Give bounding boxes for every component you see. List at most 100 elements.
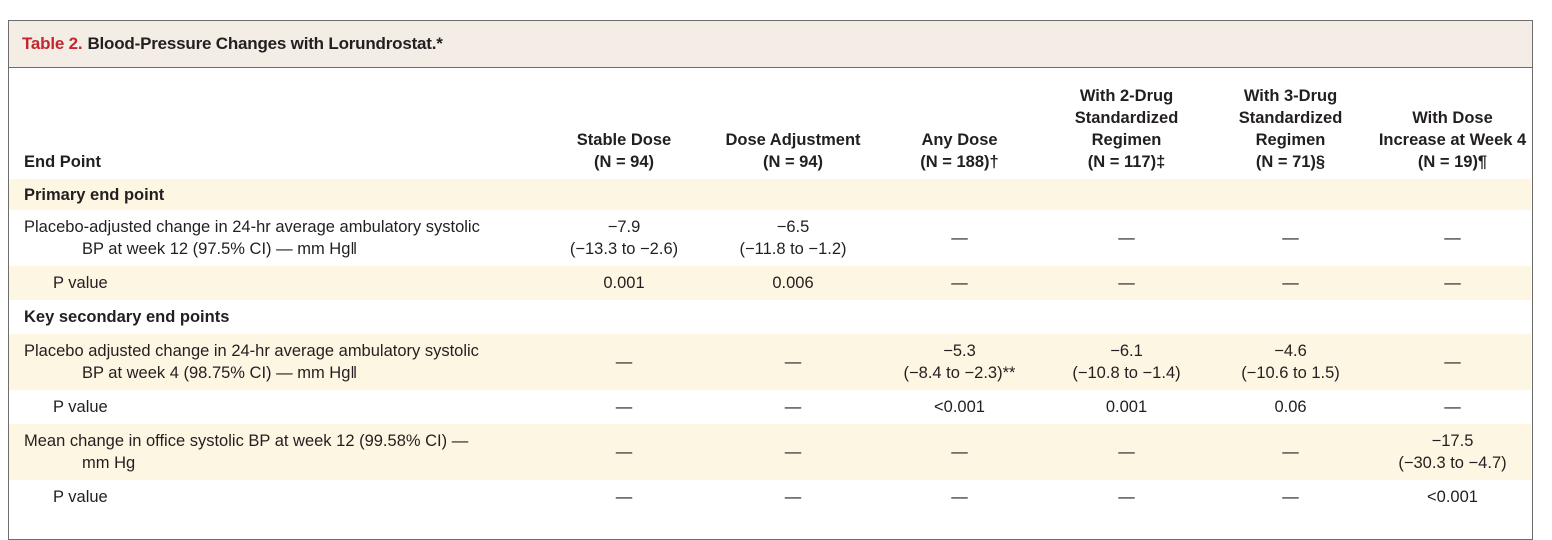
cell-line: −6.5 (776, 218, 810, 236)
cell-any-dose: — (951, 488, 968, 506)
cell-dose-increase: — (1444, 274, 1461, 292)
cell-line: — (784, 353, 802, 371)
cell-stable-dose: — (615, 488, 633, 506)
cell-any-dose: −5.3 (−8.4 to −2.3)** (882, 334, 1037, 390)
cell-line: With Dose (1412, 109, 1493, 127)
cell-line: Dose Adjustment (725, 131, 861, 149)
cell-line: (N = 188)† (920, 153, 999, 171)
table-row: P value — — — — — <0.001 (9, 480, 1531, 514)
cell-line: Regimen (1255, 131, 1326, 149)
cell-2-drug: — (1049, 210, 1204, 266)
header-row: End Point Stable Dose (N = 94) Dose Adjus… (9, 68, 1531, 179)
cell-3-drug: — (1212, 210, 1369, 266)
cell-line: Increase at Week 4 (1378, 131, 1527, 149)
cell-dose-increase: — (1371, 334, 1534, 390)
cell-2-drug: — (1049, 424, 1204, 480)
cell-any-dose: — (882, 424, 1037, 480)
cell-dose-increase: <0.001 (1427, 488, 1478, 506)
section-label: Primary end point (24, 185, 165, 204)
cell-line: −6.1 (1110, 342, 1143, 360)
col-header-2-drug: With 2-Drug Standardized Regimen (N = 117)‡ (1049, 68, 1204, 179)
cell-line: — (951, 443, 968, 461)
cell-line: — (1282, 443, 1299, 461)
cell-any-dose: <0.001 (934, 398, 985, 416)
cell-line: — (1118, 229, 1135, 247)
cell-3-drug: −4.6 (−10.6 to 1.5) (1212, 334, 1369, 390)
cell-line: (N = 19)¶ (1417, 153, 1488, 171)
col-header-end-point: End Point (9, 68, 554, 179)
table-title: Blood-Pressure Changes with Lorundrostat… (87, 34, 443, 53)
row-label-line: Placebo adjusted change in 24-hr average… (24, 342, 479, 360)
section-label: Key secondary end points (24, 308, 230, 326)
cell-line: — (951, 229, 968, 247)
cell-dose-adjustment: — (709, 334, 877, 390)
cell-line: (−10.8 to −1.4) (1072, 364, 1181, 382)
table-row: Mean change in office systolic BP at wee… (9, 424, 1531, 480)
cell-2-drug: 0.001 (1105, 398, 1148, 416)
cell-line: Stable Dose (576, 131, 672, 149)
cell-3-drug: 0.06 (1274, 398, 1307, 416)
cell-line: — (615, 443, 633, 461)
cell-dose-adjustment: 0.006 (772, 274, 814, 292)
section-row-secondary: Key secondary end points (9, 300, 1531, 334)
cell-line: End Point (24, 153, 101, 171)
row-label-continuation: BP at week 4 (98.75% CI) — mm Hg‖ (82, 364, 358, 382)
cell-line: (N = 94) (593, 153, 655, 171)
row-label-continuation: mm Hg (82, 454, 136, 472)
cell-line: — (615, 353, 633, 371)
cell-dose-increase: −17.5 (−30.3 to −4.7) (1371, 424, 1534, 480)
cell-dose-adjustment: −6.5 (−11.8 to −1.2) (709, 210, 877, 266)
col-header-any-dose: Any Dose (N = 188)† (882, 68, 1037, 179)
table-row: P value 0.001 0.006 — — — — (9, 266, 1531, 300)
section-row-primary: Primary end point (9, 179, 1531, 210)
cell-line: (−30.3 to −4.7) (1398, 454, 1507, 472)
cell-line: (N = 71)§ (1255, 153, 1326, 171)
col-header-3-drug: With 3-Drug Standardized Regimen (N = 71)§ (1212, 68, 1369, 179)
cell-dose-adjustment: — (784, 488, 802, 506)
cell-dose-adjustment: — (784, 398, 802, 416)
cell-dose-increase: — (1444, 398, 1461, 416)
cell-line: (−10.6 to 1.5) (1241, 364, 1340, 382)
table-title-bar: Table 2. Blood-Pressure Changes with Lor… (9, 21, 1532, 68)
table-row: Placebo adjusted change in 24-hr average… (9, 334, 1531, 390)
cell-line: −5.3 (943, 342, 976, 360)
cell-line: −7.9 (607, 218, 641, 236)
table-frame: Table 2. Blood-Pressure Changes with Lor… (8, 20, 1533, 540)
cell-line: Standardized (1074, 109, 1179, 127)
cell-stable-dose: — (615, 398, 633, 416)
cell-stable-dose: −7.9 (−13.3 to −2.6) (554, 210, 694, 266)
cell-line: — (1118, 443, 1135, 461)
cell-3-drug: — (1282, 488, 1299, 506)
cell-line: (−8.4 to −2.3)** (903, 364, 1016, 382)
cell-line: — (1444, 229, 1461, 247)
cell-stable-dose: — (554, 424, 694, 480)
cell-stable-dose: 0.001 (603, 274, 645, 292)
table-row: Placebo-adjusted change in 24-hr average… (9, 210, 1531, 266)
cell-line: — (784, 443, 802, 461)
row-label: Placebo adjusted change in 24-hr average… (9, 334, 554, 390)
col-header-dose-adjustment: Dose Adjustment (N = 94) (709, 68, 877, 179)
cell-line: — (1282, 229, 1299, 247)
cell-2-drug: — (1118, 488, 1135, 506)
row-label: P value (53, 274, 108, 292)
cell-2-drug: — (1118, 274, 1135, 292)
cell-line: (−13.3 to −2.6) (569, 240, 679, 258)
row-label: Placebo-adjusted change in 24-hr average… (9, 210, 554, 266)
cell-dose-adjustment: — (709, 424, 877, 480)
cell-line: −4.6 (1274, 342, 1307, 360)
row-label: Mean change in office systolic BP at wee… (9, 424, 554, 480)
cell-line: (N = 94) (762, 153, 824, 171)
cell-line: (−11.8 to −1.2) (739, 240, 847, 258)
cell-3-drug: — (1282, 274, 1299, 292)
row-label: P value (53, 398, 108, 416)
table-label: Table 2. (22, 34, 83, 53)
row-label-continuation: BP at week 12 (97.5% CI) — mm Hg‖ (82, 240, 358, 258)
cell-line: With 3-Drug (1243, 87, 1338, 105)
row-label: P value (53, 488, 108, 506)
cell-line: Regimen (1091, 131, 1162, 149)
cell-2-drug: −6.1 (−10.8 to −1.4) (1049, 334, 1204, 390)
cell-line: Standardized (1238, 109, 1343, 127)
cell-line: With 2-Drug (1079, 87, 1174, 105)
cell-line: −17.5 (1431, 432, 1474, 450)
row-label-line: Placebo-adjusted change in 24-hr average… (24, 218, 480, 236)
